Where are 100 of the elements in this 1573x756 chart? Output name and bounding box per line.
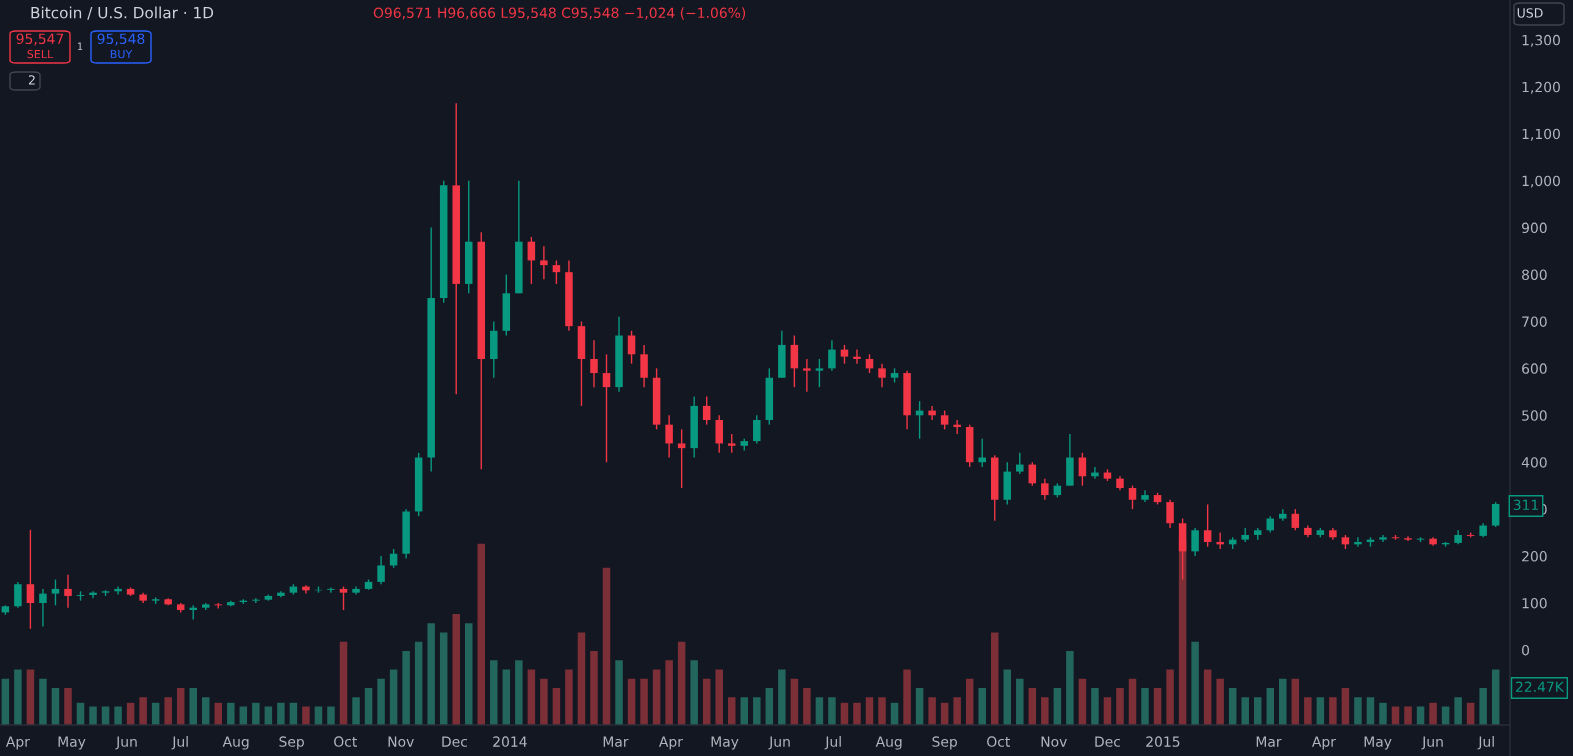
bar — [389, 669, 398, 725]
candlestick — [39, 588, 47, 628]
candlestick — [26, 529, 35, 630]
bar — [765, 688, 774, 725]
annotation: 95,547 — [16, 33, 64, 46]
candlestick — [1041, 477, 1049, 501]
bar — [565, 669, 573, 725]
candlestick — [677, 428, 686, 489]
candlestick — [590, 339, 598, 388]
candlestick — [64, 574, 72, 609]
x-tick-label: Sep — [932, 736, 957, 750]
candlestick — [339, 585, 348, 611]
bar — [26, 669, 35, 725]
annotation: 1 — [77, 42, 83, 50]
bar — [727, 697, 736, 725]
x-tick-label: Jun — [1421, 736, 1443, 750]
bar — [14, 669, 22, 725]
candlestick — [828, 339, 836, 372]
bar — [1366, 697, 1375, 725]
bar — [252, 702, 260, 725]
bar — [427, 623, 435, 725]
candlestick — [602, 353, 611, 463]
bar — [164, 697, 172, 725]
bar — [677, 641, 686, 725]
x-tick-label: Mar — [603, 736, 629, 747]
candlestick — [665, 414, 673, 459]
x-tick-label: Jul — [1477, 736, 1494, 750]
x-tick-label: Jul — [824, 736, 841, 750]
bar — [1091, 688, 1099, 725]
y-tick-label: 0 — [1522, 644, 1530, 656]
y-tick-label: 1,100 — [1522, 128, 1560, 141]
bar — [1379, 702, 1387, 725]
bar — [1191, 641, 1199, 725]
y-tick-label: 800 — [1522, 269, 1547, 280]
bar — [1291, 678, 1300, 725]
y-tick-label: 400 — [1521, 457, 1547, 468]
bar — [1491, 669, 1500, 725]
bar — [1078, 678, 1087, 725]
bar — [702, 678, 711, 725]
bar — [1354, 697, 1362, 725]
bar — [1429, 702, 1437, 725]
bar — [1128, 678, 1137, 725]
candlestick — [51, 578, 60, 607]
x-tick-label: Dec — [1095, 736, 1121, 747]
bar — [1, 678, 10, 725]
text: 22.47K — [1516, 681, 1565, 692]
bar — [1454, 697, 1462, 725]
bar — [1166, 669, 1174, 725]
bar — [803, 688, 811, 725]
bar — [114, 706, 122, 725]
bar — [903, 669, 911, 725]
bar — [1441, 706, 1450, 725]
bar — [277, 702, 285, 725]
annotation: SELL — [27, 49, 54, 59]
y-tick-label: 1,200 — [1522, 81, 1560, 94]
bar — [352, 697, 360, 725]
y-tick-label: 1,300 — [1522, 34, 1560, 47]
y-tick-label: 1,000 — [1522, 175, 1560, 188]
x-tick-label: Aug — [875, 736, 902, 750]
bar — [990, 632, 999, 725]
bar — [1116, 688, 1124, 725]
bar — [39, 678, 47, 725]
candlestick — [753, 414, 761, 445]
bar — [64, 688, 72, 725]
bar — [1279, 678, 1287, 725]
bar — [778, 669, 786, 725]
bar — [402, 651, 410, 725]
candlestick — [702, 395, 711, 426]
bar — [502, 669, 511, 725]
bar — [790, 678, 799, 725]
bar — [477, 543, 486, 725]
candlestick — [715, 414, 723, 454]
candlestick — [978, 438, 986, 468]
text: 311 — [1513, 499, 1538, 511]
candlestick — [815, 358, 824, 388]
candlestick — [1291, 508, 1300, 531]
bar — [377, 678, 385, 725]
x-tick-label: May — [1364, 736, 1392, 750]
bar — [239, 706, 248, 725]
bar — [189, 688, 197, 725]
candlestick — [940, 409, 949, 431]
bar — [965, 678, 974, 725]
bar — [853, 702, 861, 725]
annotation: 2 — [28, 75, 35, 85]
y-tick-label: 700 — [1522, 316, 1547, 327]
x-tick-label: Sep — [279, 736, 304, 750]
candlestick — [552, 259, 561, 285]
bar — [865, 697, 874, 725]
bar — [1041, 697, 1049, 725]
bar — [1216, 678, 1224, 725]
bar — [414, 641, 423, 725]
bar — [953, 697, 961, 725]
candlestick — [790, 334, 799, 388]
bar — [1203, 669, 1212, 725]
x-tick-label: Dec — [442, 736, 468, 747]
chart-title: Bitcoin / U.S. Dollar · 1D — [31, 6, 214, 20]
bar — [640, 678, 648, 725]
bar — [439, 632, 448, 725]
bar — [327, 706, 335, 725]
bar — [339, 641, 348, 725]
